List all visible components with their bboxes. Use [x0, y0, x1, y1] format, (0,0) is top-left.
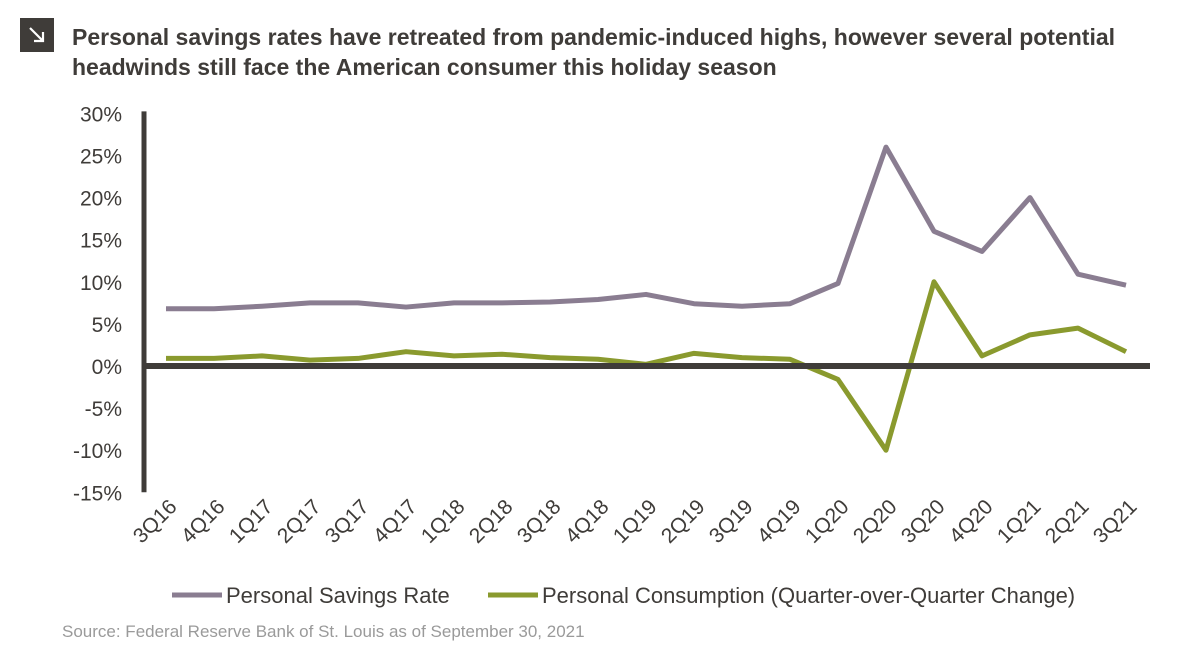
source-note: Source: Federal Reserve Bank of St. Loui…	[62, 622, 585, 641]
x-tick-label: 4Q17	[369, 495, 422, 548]
y-tick-label: -5%	[85, 398, 122, 421]
x-tick-label: 3Q18	[513, 495, 566, 548]
x-tick-label: 1Q21	[993, 495, 1046, 548]
x-tick-label: 2Q20	[849, 495, 902, 548]
y-tick-label: 20%	[80, 188, 122, 211]
x-tick-label: 2Q21	[1041, 495, 1094, 548]
y-tick-label: 15%	[80, 230, 122, 253]
x-tick-label: 4Q18	[561, 495, 614, 548]
x-tick-label: 3Q20	[897, 495, 950, 548]
title-line-1: Personal savings rates have retreated fr…	[72, 24, 1116, 50]
y-tick-label: 25%	[80, 146, 122, 169]
legend-label-savings-rate: Personal Savings Rate	[226, 583, 450, 608]
y-tick-label: 10%	[80, 272, 122, 295]
x-tick-label: 4Q16	[177, 495, 230, 548]
x-tick-label: 2Q18	[465, 495, 518, 548]
y-tick-label: 5%	[92, 314, 122, 337]
title-line-2: headwinds still face the American consum…	[72, 54, 777, 80]
x-tick-label: 2Q19	[657, 495, 710, 548]
chart-title: Personal savings rates have retreated fr…	[72, 22, 1192, 82]
x-tick-label: 1Q19	[609, 495, 662, 548]
x-tick-label: 3Q17	[321, 495, 374, 548]
x-tick-label: 2Q17	[273, 495, 326, 548]
legend-label-consumption: Personal Consumption (Quarter-over-Quart…	[542, 583, 1075, 608]
y-tick-label: -10%	[73, 440, 122, 463]
series-line-savings-rate	[166, 144, 1127, 312]
y-tick-label: -15%	[73, 482, 122, 505]
y-tick-label: 0%	[92, 356, 122, 379]
x-tick-label: 3Q16	[129, 495, 182, 548]
x-tick-label: 1Q18	[417, 495, 470, 548]
x-tick-label: 4Q19	[753, 495, 806, 548]
x-tick-label: 1Q20	[801, 495, 854, 548]
x-tick-label: 3Q19	[705, 495, 758, 548]
x-tick-label: 1Q17	[225, 495, 278, 548]
x-tick-label: 4Q20	[945, 495, 998, 548]
x-tick-label: 3Q21	[1089, 495, 1142, 548]
arrow-down-right-icon	[20, 18, 54, 52]
y-tick-label: 30%	[80, 103, 122, 126]
